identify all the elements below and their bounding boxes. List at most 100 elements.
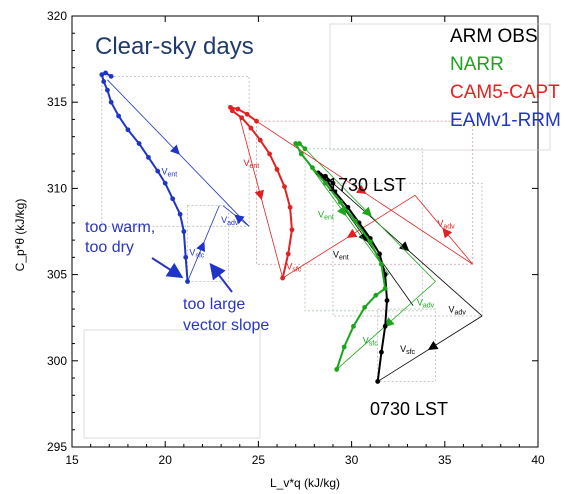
vector-label-adv: Vadv	[449, 305, 467, 317]
data-point	[352, 218, 358, 224]
budget-vector-arrow	[346, 228, 358, 238]
data-point	[274, 167, 280, 172]
vector-label-ent: Vent	[318, 210, 334, 222]
too-large-note-line1: too large	[183, 296, 245, 313]
data-point	[382, 285, 388, 291]
series-line-1	[294, 142, 387, 370]
legend-item-narr: NARR	[450, 54, 504, 75]
y-tick-label: 295	[47, 440, 67, 454]
data-point	[181, 229, 187, 234]
series-lines	[99, 70, 390, 384]
data-point	[310, 165, 315, 171]
data-point	[382, 323, 388, 329]
vector-label-sfc: Vsfc	[400, 344, 415, 356]
legend-item-cam5: CAM5-CAPT	[450, 82, 560, 103]
vector-label-adv: Vadv	[437, 218, 455, 230]
vector-label-sfc: Vsfc	[286, 261, 301, 273]
too-warm-note-line1: too warm,	[85, 219, 155, 236]
data-point	[379, 261, 384, 267]
data-point	[293, 141, 299, 146]
data-point	[105, 87, 110, 93]
data-point	[125, 127, 131, 133]
data-point	[235, 106, 241, 112]
decorative-box	[329, 23, 551, 151]
guide-box	[256, 120, 474, 265]
morning-time-label: 0730 LST	[370, 399, 448, 419]
data-point	[375, 379, 381, 384]
data-point	[373, 292, 379, 298]
data-point	[267, 151, 272, 157]
y-axis-label: C_p*θ (kJ/kg)	[13, 199, 27, 272]
too-large-note-line2: vector slope	[183, 317, 269, 334]
vector-label-sfc: Vsfc	[189, 248, 204, 260]
vector-label-sfc: Vsfc	[363, 336, 378, 348]
budget-vector-arrow	[169, 144, 180, 155]
guide-box	[332, 182, 483, 317]
x-tick-label: 40	[531, 453, 545, 467]
x-axis-label: L_v*q (kJ/kg)	[270, 476, 340, 490]
data-point	[177, 211, 183, 217]
y-tick-label: 320	[47, 9, 67, 23]
budget-vector-arrow	[361, 206, 372, 217]
vector-label-adv: Vadv	[417, 298, 435, 310]
too-warm-arrow	[151, 257, 184, 279]
evening-time-label: 1730 LST	[328, 175, 406, 195]
data-point	[101, 79, 107, 84]
data-point	[244, 111, 250, 117]
data-point	[239, 115, 245, 121]
data-point	[379, 349, 384, 355]
budget-vector-arrow	[442, 227, 453, 239]
y-tick-label: 315	[47, 95, 67, 109]
budget-vector-arrow	[358, 231, 368, 243]
data-point	[280, 275, 286, 281]
data-point	[108, 73, 114, 79]
data-point	[334, 367, 340, 372]
data-point	[289, 227, 295, 233]
chart-title: Clear-sky days	[95, 33, 254, 60]
legend-item-eamv1: EAMv1-RRM	[450, 110, 561, 131]
guide-box	[304, 148, 423, 312]
data-point	[302, 146, 308, 152]
data-point	[323, 173, 328, 179]
too-large-arrow	[209, 262, 233, 293]
x-tick-label: 35	[438, 453, 452, 467]
data-point	[287, 204, 293, 210]
data-point	[103, 70, 108, 76]
y-tick-label: 300	[47, 354, 67, 368]
data-point	[155, 168, 161, 174]
series-line-0	[317, 171, 389, 382]
budget-vector-arrow	[234, 214, 245, 225]
decorative-box	[83, 329, 261, 439]
data-point	[351, 323, 356, 329]
legend-item-arm-obs: ARM OBS	[450, 26, 538, 47]
data-point	[136, 141, 142, 146]
plot-frame	[71, 15, 539, 448]
y-tick-label: 310	[47, 181, 67, 195]
vector-label-ent: Vent	[333, 249, 349, 261]
budget-vector-arrow	[398, 241, 410, 252]
x-tick-label: 20	[159, 453, 173, 467]
data-point	[146, 154, 151, 160]
legend: ARM OBS NARR CAM5-CAPT EAMv1-RRM	[450, 26, 561, 131]
data-point	[162, 180, 168, 186]
guide-box	[101, 75, 250, 227]
too-warm-note-line2: too dry	[85, 239, 134, 256]
x-tick-label: 30	[345, 453, 359, 467]
data-point	[228, 104, 233, 110]
data-point	[330, 180, 336, 186]
budget-vectors: VadvVsfcVentVadvVsfcVentVadvVentVsfcVent…	[107, 79, 483, 382]
data-point	[254, 118, 259, 124]
x-tick-label: 15	[65, 453, 79, 467]
budget-vector-arrow	[427, 340, 439, 351]
data-point	[248, 125, 254, 131]
data-point	[282, 184, 287, 190]
data-point	[367, 239, 373, 245]
data-point	[298, 151, 304, 157]
vector-label-ent: Vent	[161, 167, 177, 179]
data-point	[99, 72, 105, 78]
data-point	[116, 113, 121, 119]
axis-ticks: 15 20 25 30 35 40 295 300 305 310 315 320	[47, 9, 545, 467]
data-point	[323, 180, 328, 186]
data-point	[183, 254, 189, 260]
